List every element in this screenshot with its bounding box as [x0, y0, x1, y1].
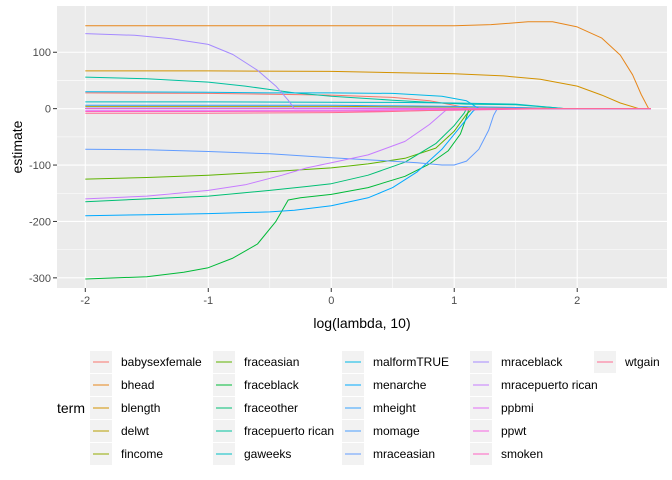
legend-label: babysexfemale — [121, 355, 202, 369]
legend-item-menarche: menarche — [342, 374, 427, 396]
legend-label: malformTRUE — [373, 355, 449, 369]
y-tick-label: -100 — [29, 160, 51, 172]
legend-item-mheight: mheight — [342, 397, 416, 419]
legend-label: momage — [373, 424, 420, 438]
legend-label: smoken — [501, 447, 543, 461]
legend-item-gaweeks: gaweeks — [213, 443, 291, 465]
series-line-fraceother — [85, 108, 651, 203]
series-line-wtgain — [85, 108, 651, 114]
legend-item-mracepuerto-rican: mracepuerto rican — [470, 374, 598, 396]
legend-item-mraceblack: mraceblack — [470, 351, 563, 373]
legend-item-fraceasian: fraceasian — [213, 351, 299, 373]
series-line-mraceblack — [85, 33, 651, 110]
x-tick-label: 0 — [328, 295, 334, 307]
legend-item-malformTRUE: malformTRUE — [342, 351, 449, 373]
legend-label: mraceblack — [501, 355, 563, 369]
legend-item-smoken: smoken — [470, 443, 543, 465]
series-line-bhead — [85, 21, 650, 109]
series-line-gaweeks — [85, 101, 651, 110]
legend-item-mraceasian: mraceasian — [342, 443, 435, 465]
series-line-menarche — [85, 108, 651, 217]
legend-item-fracepuerto-rican: fracepuerto rican — [213, 420, 334, 442]
y-axis-title: estimate — [9, 120, 25, 173]
legend-item-fraceother: fraceother — [213, 397, 298, 419]
legend-label: mheight — [373, 401, 416, 415]
x-tick-label: 1 — [451, 295, 457, 307]
legend-label: fraceblack — [244, 378, 300, 392]
legend-item-momage: momage — [342, 420, 420, 442]
legend-label: gaweeks — [244, 447, 291, 461]
legend-label: fincome — [121, 447, 163, 461]
legend-label: delwt — [121, 424, 150, 438]
series-line-mracepuerto-rican — [85, 108, 651, 200]
legend-item-bhead: bhead — [90, 374, 154, 396]
y-axis: -300 -200 -100 0 100 — [29, 47, 57, 285]
x-axis-title: log(lambda, 10) — [313, 315, 410, 331]
x-tick-label: -1 — [203, 295, 213, 307]
legend-label: mraceasian — [373, 447, 435, 461]
series-line-fraceblack — [85, 108, 651, 280]
legend-label: fraceother — [244, 401, 298, 415]
x-tick-label: 2 — [574, 295, 580, 307]
x-tick-label: -2 — [80, 295, 90, 307]
series-line-blength — [85, 70, 651, 110]
y-tick-label: -300 — [29, 273, 51, 285]
legend-item-delwt: delwt — [90, 420, 150, 442]
legend-item-fincome: fincome — [90, 443, 163, 465]
legend-label: fracepuerto rican — [244, 424, 334, 438]
legend-label: ppwt — [501, 424, 527, 438]
legend-label: wtgain — [624, 355, 660, 369]
series-line-mraceasian — [85, 108, 651, 166]
y-tick-label: 100 — [33, 47, 51, 59]
y-tick-label: -200 — [29, 216, 51, 228]
legend-item-babysexfemale: babysexfemale — [90, 351, 202, 373]
x-axis: -2 -1 0 1 2 — [80, 288, 580, 307]
series-line-malformTRUE — [85, 91, 651, 110]
legend: babysexfemale bhead blength delwt fincome fra… — [90, 351, 660, 465]
legend-label: ppbmi — [501, 401, 534, 415]
legend-item-blength: blength — [90, 397, 160, 419]
legend-label: blength — [121, 401, 160, 415]
legend-label: bhead — [121, 378, 154, 392]
legend-title: term — [57, 400, 85, 416]
minor-grid — [57, 6, 667, 288]
legend-item-ppwt: ppwt — [470, 420, 527, 442]
series-lines — [85, 21, 651, 280]
legend-label: mracepuerto rican — [501, 378, 598, 392]
legend-label: menarche — [373, 378, 427, 392]
legend-label: fraceasian — [244, 355, 299, 369]
plot-panel — [57, 6, 667, 288]
legend-item-wtgain: wtgain — [594, 351, 660, 373]
y-tick-label: 0 — [45, 104, 51, 116]
legend-item-ppbmi: ppbmi — [470, 397, 534, 419]
legend-item-fraceblack: fraceblack — [213, 374, 300, 396]
